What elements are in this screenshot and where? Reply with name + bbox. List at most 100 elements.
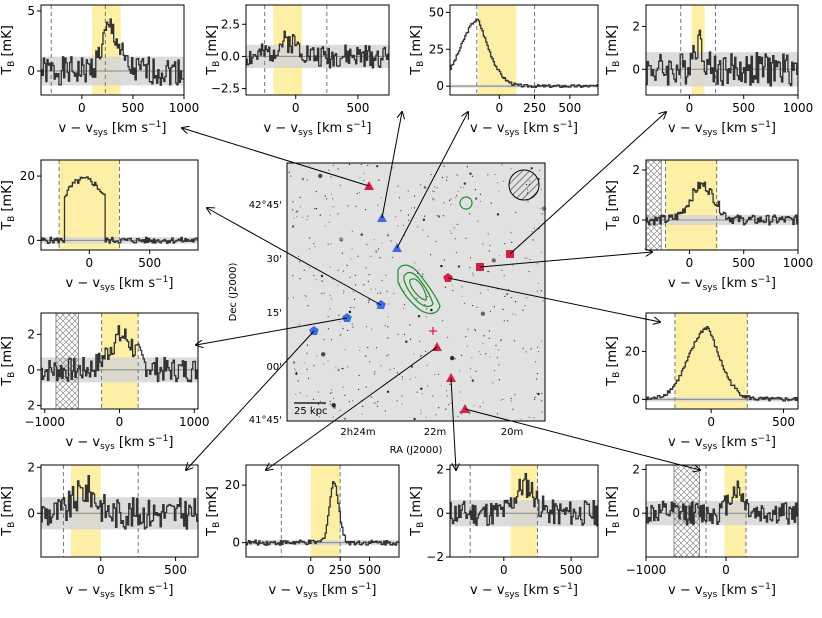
star: [300, 206, 302, 208]
star: [370, 328, 373, 330]
star: [538, 169, 541, 171]
star: [324, 195, 326, 197]
star: [520, 418, 523, 420]
spectrum-line: [41, 475, 198, 530]
y-tick-label: 0: [27, 506, 35, 520]
star: [386, 290, 388, 292]
star: [347, 205, 349, 207]
star: [479, 292, 482, 294]
star: [292, 275, 294, 277]
y-axis-label: TB [mK]: [0, 486, 17, 537]
star: [443, 202, 445, 204]
star: [377, 248, 380, 250]
x-tick-label: 500: [358, 563, 381, 577]
galaxy-contours: [397, 196, 473, 315]
star: [487, 233, 489, 235]
star: [472, 304, 474, 307]
star: [376, 347, 378, 349]
star: [489, 356, 491, 358]
connector-arrow-4: [509, 112, 666, 255]
star: [446, 395, 448, 397]
star: [539, 207, 541, 209]
star: [502, 180, 505, 182]
star: [379, 292, 382, 294]
star: [536, 378, 538, 380]
y-tick-label: 0: [632, 506, 640, 520]
star: [288, 171, 290, 173]
star: [385, 274, 387, 276]
star: [355, 284, 357, 286]
star: [342, 386, 344, 388]
star: [363, 179, 365, 181]
star: [374, 371, 376, 373]
star: [513, 340, 516, 342]
panel-frame: [40, 159, 199, 251]
star: [353, 298, 356, 300]
star: [341, 367, 343, 370]
star: [306, 352, 308, 354]
star: [512, 408, 514, 410]
star: [474, 328, 476, 330]
star: [342, 292, 345, 294]
star: [358, 374, 360, 376]
x-tick-label: 0: [686, 256, 694, 270]
connector-arrow-7: [196, 317, 348, 345]
star: [430, 308, 433, 312]
star: [312, 398, 315, 400]
star: [349, 276, 351, 278]
star: [457, 190, 459, 192]
x-axis-label: v − vsys [km s−1]: [269, 582, 377, 600]
star: [483, 335, 485, 337]
x-tick-label: 500: [732, 101, 755, 115]
star: [294, 369, 296, 371]
star: [388, 303, 390, 305]
marker-m6-red-pentagon: [443, 273, 453, 282]
star: [346, 366, 349, 368]
star: [514, 394, 516, 396]
star: [343, 418, 345, 420]
y-tick-label: 20: [20, 169, 35, 183]
spectrum-line: [646, 181, 798, 226]
star: [441, 176, 443, 179]
star: [316, 414, 318, 416]
star: [482, 243, 484, 245]
star: [396, 400, 398, 402]
star: [313, 243, 315, 245]
star: [297, 380, 299, 382]
star: [407, 214, 410, 216]
y-tick-label: 0: [632, 213, 640, 227]
y-tick-label: 2: [436, 462, 444, 476]
star: [328, 169, 330, 171]
star: [536, 373, 539, 375]
star: [384, 410, 386, 412]
map-tick-y-2: 30': [267, 254, 282, 265]
star: [461, 295, 463, 297]
x-tick-label: 1000: [783, 256, 814, 270]
spectrum-line: [41, 325, 198, 383]
star: [434, 186, 436, 188]
x-tick-label: −1000: [626, 563, 667, 577]
star: [352, 291, 354, 293]
star: [353, 306, 355, 308]
x-tick-label: 0: [78, 101, 86, 115]
star: [472, 274, 474, 276]
spectrum-panel-4: 0 500 1000 0 2 v − vsys [km s−1] TB [mK]: [605, 4, 813, 138]
star: [455, 252, 457, 254]
star: [465, 237, 467, 239]
x-tick-label: 500: [164, 563, 187, 577]
star: [498, 254, 500, 257]
star: [427, 385, 429, 387]
star: [487, 271, 489, 273]
map-ylabel: Dec (J2000): [228, 263, 239, 322]
scalebar-label: 25 kpc: [294, 406, 328, 417]
star: [533, 227, 535, 229]
y-tick-label: 20: [225, 478, 240, 492]
star: [435, 414, 437, 416]
star: [352, 326, 354, 328]
star: [511, 264, 514, 266]
star: [527, 200, 529, 202]
sky-map-frame: [286, 162, 546, 422]
y-axis-label: TB [mK]: [0, 180, 17, 231]
connector-arrow-8: [447, 277, 660, 322]
x-tick-label: 0: [97, 563, 105, 577]
